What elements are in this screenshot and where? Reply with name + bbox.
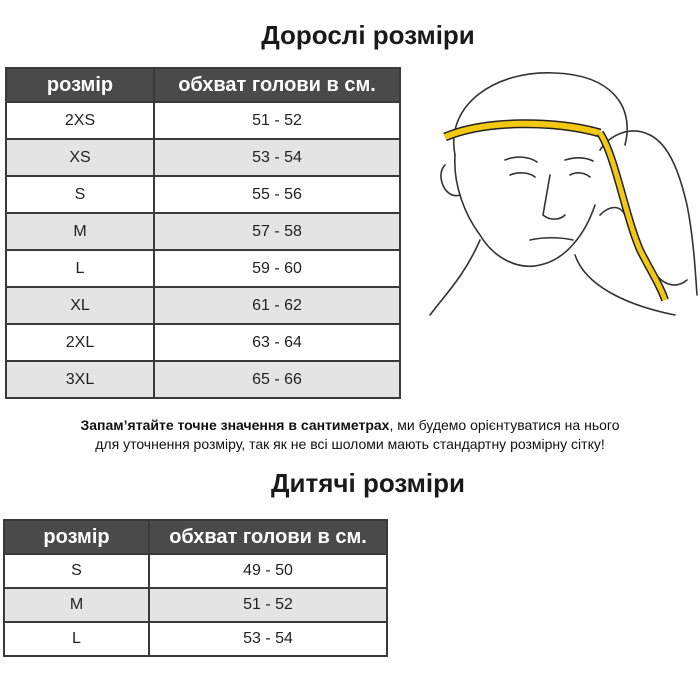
header-size: розмір: [3, 519, 150, 555]
table-row: M 57 - 58: [5, 212, 401, 251]
range-cell: 51 - 52: [148, 587, 388, 623]
note-bold: Запам’ятайте точне значення в сантиметра…: [80, 417, 390, 433]
size-cell: M: [3, 587, 150, 623]
kids-size-table: розмір обхват голови в см. S 49 - 50 M 51 …: [3, 519, 388, 657]
note-line2: для уточнення розміру, так як не всі шол…: [95, 436, 605, 452]
table-row: L 59 - 60: [5, 249, 401, 288]
size-cell: XL: [5, 286, 155, 325]
range-cell: 61 - 62: [153, 286, 401, 325]
range-cell: 59 - 60: [153, 249, 401, 288]
range-cell: 53 - 54: [148, 621, 388, 657]
table-row: 2XL 63 - 64: [5, 323, 401, 362]
range-cell: 57 - 58: [153, 212, 401, 251]
adult-title: Дорослі розміри: [261, 20, 475, 50]
size-cell: S: [3, 553, 150, 589]
table-header: розмір обхват голови в см.: [3, 519, 388, 555]
table-row: S 55 - 56: [5, 175, 401, 214]
table-row: S 49 - 50: [3, 553, 388, 589]
range-cell: 63 - 64: [153, 323, 401, 362]
table-row: L 53 - 54: [3, 621, 388, 657]
size-cell: L: [3, 621, 150, 657]
table-row: XL 61 - 62: [5, 286, 401, 325]
table-header: розмір обхват голови в см.: [5, 67, 401, 103]
range-cell: 65 - 66: [153, 360, 401, 399]
range-cell: 55 - 56: [153, 175, 401, 214]
note-rest: , ми будемо орієнтуватися на нього: [389, 417, 620, 433]
head-measuring-tape-icon: [429, 72, 698, 316]
range-cell: 51 - 52: [153, 101, 401, 140]
table-row: XS 53 - 54: [5, 138, 401, 177]
table-row: M 51 - 52: [3, 587, 388, 623]
table-row: 3XL 65 - 66: [5, 360, 401, 399]
header-circumference: обхват голови в см.: [153, 67, 401, 103]
range-cell: 53 - 54: [153, 138, 401, 177]
size-cell: S: [5, 175, 155, 214]
size-cell: 2XL: [5, 323, 155, 362]
adult-size-table: розмір обхват голови в см. 2XS 51 - 52 XS…: [5, 67, 401, 399]
kids-title: Дитячі розміри: [271, 468, 465, 498]
header-circumference: обхват голови в см.: [148, 519, 388, 555]
size-cell: M: [5, 212, 155, 251]
size-cell: L: [5, 249, 155, 288]
size-cell: XS: [5, 138, 155, 177]
table-row: 2XS 51 - 52: [5, 101, 401, 140]
range-cell: 49 - 50: [148, 553, 388, 589]
size-cell: 2XS: [5, 101, 155, 140]
size-cell: 3XL: [5, 360, 155, 399]
header-size: розмір: [5, 67, 155, 103]
measurement-note: Запам’ятайте точне значення в сантиметра…: [0, 416, 700, 454]
